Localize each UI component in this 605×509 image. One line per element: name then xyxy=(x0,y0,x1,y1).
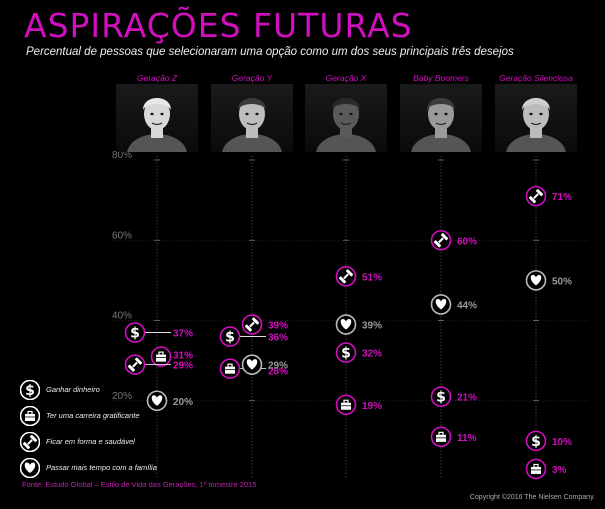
data-label: 29% xyxy=(173,361,193,372)
y-tick-label: 80% xyxy=(112,150,132,161)
data-label: 71% xyxy=(552,192,572,203)
data-label: 31% xyxy=(173,351,193,362)
legend-label: Ficar em forma e saudável xyxy=(46,437,135,446)
portrait-photo xyxy=(305,84,387,152)
data-point-forma xyxy=(335,266,357,287)
data-point-carreira xyxy=(430,426,452,448)
dumbbell-icon xyxy=(20,432,40,452)
svg-text:$: $ xyxy=(225,330,235,346)
generation-label: Geração X xyxy=(325,73,367,83)
data-point-forma xyxy=(430,229,452,251)
svg-text:$: $ xyxy=(25,383,35,399)
svg-text:$: $ xyxy=(130,326,140,342)
data-label: 39% xyxy=(362,321,382,332)
page-title: ASPIRAÇÕES FUTURAS xyxy=(24,6,413,45)
data-point-forma xyxy=(124,354,146,375)
svg-text:$: $ xyxy=(436,390,446,406)
data-label: 37% xyxy=(173,329,193,340)
data-label: 10% xyxy=(552,437,572,448)
data-point-dinheiro: $ xyxy=(124,322,146,343)
generation-label: Geração Silenciosa xyxy=(499,73,573,83)
data-label: 20% xyxy=(173,397,193,408)
data-point-forma xyxy=(241,314,263,335)
data-point-familia xyxy=(430,294,452,315)
generation-label: Geração Y xyxy=(231,73,273,83)
portrait-photo xyxy=(400,84,482,152)
data-label: 29% xyxy=(268,361,288,372)
data-label: 32% xyxy=(362,349,382,360)
data-point-dinheiro: $ xyxy=(525,430,547,452)
copyright-note: Copyright ©2016 The Nielsen Company. xyxy=(469,494,595,501)
portrait-photo xyxy=(495,84,577,152)
data-point-carreira xyxy=(335,394,357,416)
legend-label: Ganhar dinheiro xyxy=(46,385,100,394)
source-note: Fonte: Estudo Global – Estilo de Vida da… xyxy=(22,480,257,489)
svg-text:$: $ xyxy=(531,434,541,450)
data-label: 50% xyxy=(552,276,572,287)
data-point-dinheiro: $ xyxy=(430,386,452,408)
data-label: 51% xyxy=(362,272,382,283)
data-point-familia xyxy=(146,390,168,412)
heart-icon xyxy=(20,458,40,478)
data-point-familia xyxy=(335,314,357,335)
generation-label: Geração Z xyxy=(136,73,178,83)
data-point-forma xyxy=(525,185,547,207)
y-tick-label: 40% xyxy=(112,311,132,322)
data-label: 60% xyxy=(457,236,477,247)
generation-label: Baby Boomers xyxy=(413,73,469,83)
y-tick-label: 60% xyxy=(112,230,132,241)
portrait-photo xyxy=(211,84,293,152)
svg-text:$: $ xyxy=(341,346,351,362)
data-point-familia xyxy=(241,354,263,375)
briefcase-icon xyxy=(20,406,40,426)
data-point-carreira xyxy=(525,458,547,480)
data-label: 28% xyxy=(268,367,288,378)
y-tick-label: 20% xyxy=(112,391,132,402)
data-label: 11% xyxy=(457,433,477,444)
data-point-carreira xyxy=(219,358,241,379)
data-point-familia xyxy=(525,270,547,291)
data-label: 19% xyxy=(362,401,382,412)
page-subtitle: Percentual de pessoas que selecionaram u… xyxy=(26,46,514,58)
data-label: 36% xyxy=(268,333,288,344)
data-label: 39% xyxy=(268,321,288,332)
dollar-icon: $ xyxy=(20,380,40,400)
legend-label: Passar mais tempo com a família xyxy=(46,463,157,472)
data-label: 3% xyxy=(552,465,567,476)
data-label: 21% xyxy=(457,393,477,404)
data-point-dinheiro: $ xyxy=(219,326,241,347)
data-label: 44% xyxy=(457,300,477,311)
data-point-dinheiro: $ xyxy=(335,342,357,363)
portrait-photo xyxy=(116,84,198,152)
legend-label: Ter uma carreira gratificante xyxy=(46,411,140,420)
data-point-carreira xyxy=(150,346,172,367)
